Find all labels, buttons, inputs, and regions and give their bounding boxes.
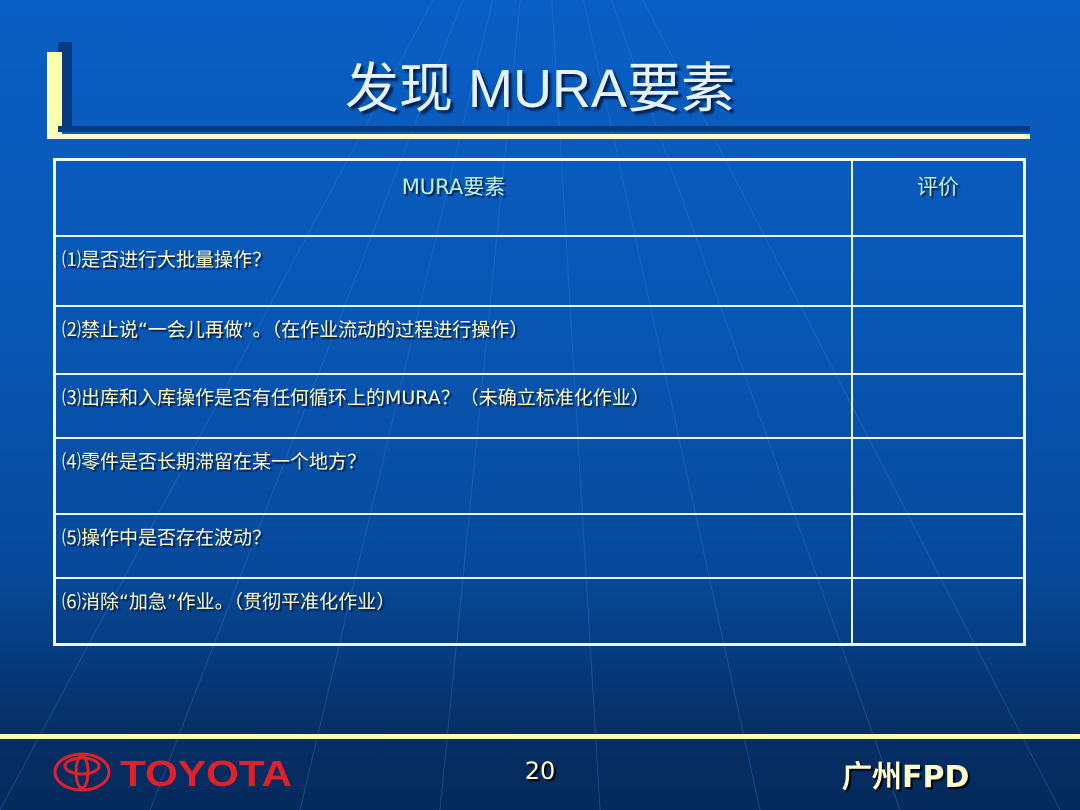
header-mura-elements: MURA要素 [53, 158, 853, 237]
rating-cell [851, 513, 1026, 579]
title-underline [47, 134, 1030, 139]
table-row: ⑹消除“加急”作业。（贯彻平准化作业） [53, 577, 1026, 645]
table-row: ⑷零件是否长期滞留在某一个地方？ [53, 437, 1026, 515]
rating-cell [851, 373, 1026, 439]
table-row: ⑶出库和入库操作是否有任何循环上的MURA？（未确立标准化作业） [53, 373, 1026, 439]
item-cell: ⑵禁止说“一会儿再做”。（在作业流动的过程进行操作） [53, 305, 853, 375]
table-header-row: MURA要素 评价 [53, 158, 1026, 237]
item-cell: ⑹消除“加急”作业。（贯彻平准化作业） [53, 577, 853, 645]
table-row: ⑵禁止说“一会儿再做”。（在作业流动的过程进行操作） [53, 305, 1026, 375]
header-rating: 评价 [851, 158, 1026, 237]
rating-cell [851, 235, 1026, 307]
rating-cell [851, 437, 1026, 515]
table-row: ⑸操作中是否存在波动？ [53, 513, 1026, 579]
page-number: 20 [524, 757, 556, 785]
title-accent-bar [47, 52, 62, 138]
logo-text: TOYOTA [120, 753, 292, 792]
item-cell: ⑸操作中是否存在波动？ [53, 513, 853, 579]
toyota-emblem-icon: TOYOTA [53, 752, 292, 794]
slide-title: 发现 MURA要素 [345, 59, 735, 119]
item-cell: ⑶出库和入库操作是否有任何循环上的MURA？（未确立标准化作业） [53, 373, 853, 439]
rating-cell [851, 577, 1026, 645]
rating-cell [851, 305, 1026, 375]
item-cell: ⑴是否进行大批量操作？ [53, 235, 853, 307]
footer-divider [0, 734, 1080, 739]
organization-label: 广州FPD [842, 760, 970, 795]
table-row: ⑴是否进行大批量操作？ [53, 235, 1026, 307]
mura-table: MURA要素 评价 ⑴是否进行大批量操作？ ⑵禁止说“一会儿再做”。（在作业流动… [53, 158, 1026, 646]
item-cell: ⑷零件是否长期滞留在某一个地方？ [53, 437, 853, 515]
title-underline-shadow [58, 126, 1030, 132]
toyota-logo: TOYOTA [52, 752, 302, 796]
